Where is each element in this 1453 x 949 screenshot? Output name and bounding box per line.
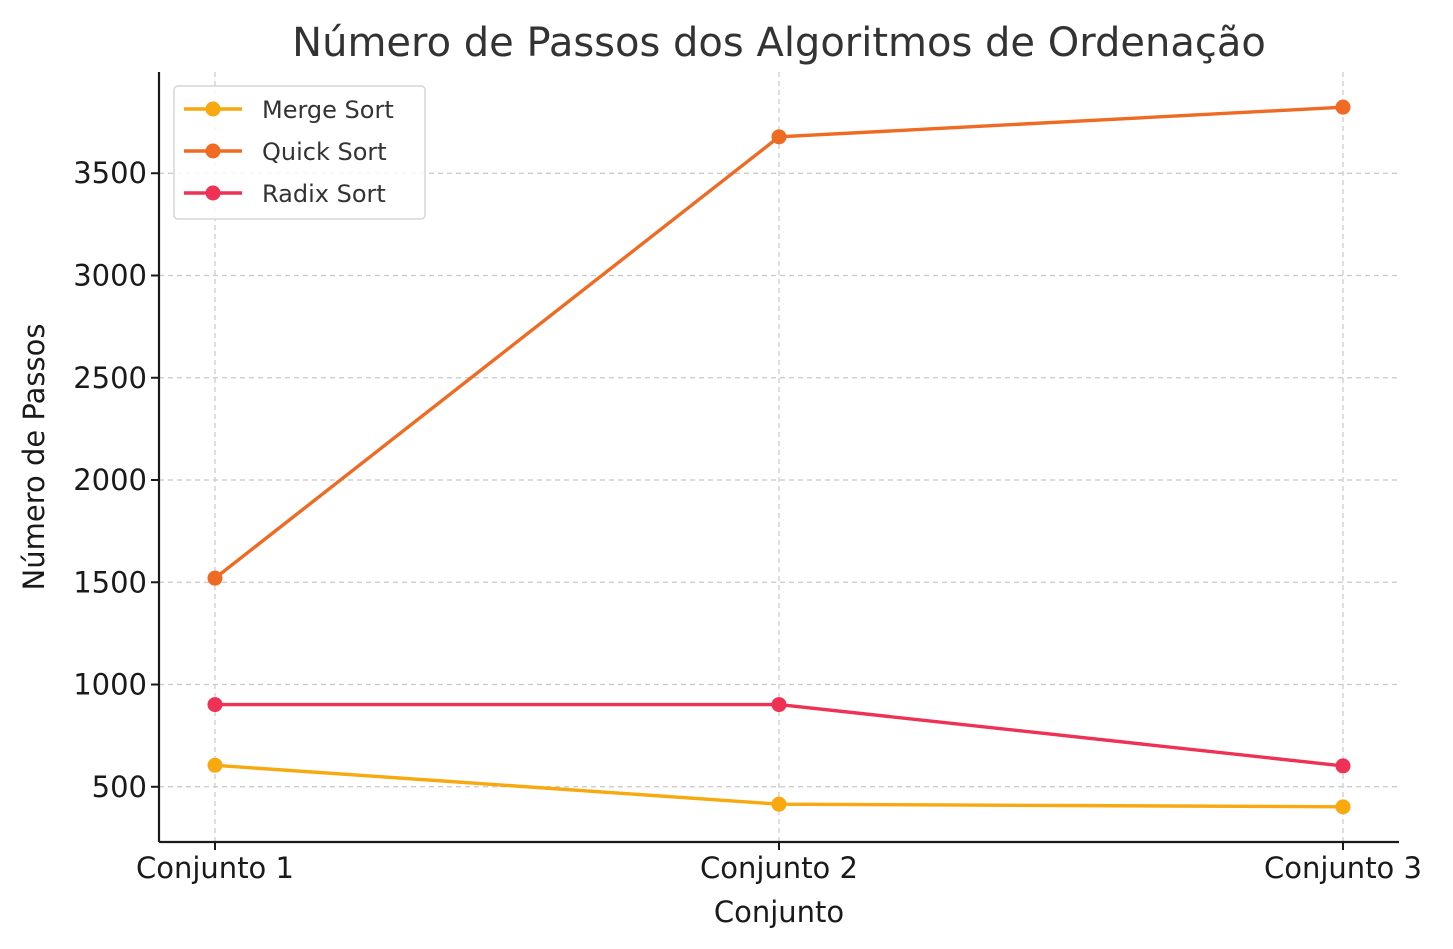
x-tick-label: Conjunto 3: [1264, 851, 1422, 885]
y-tick-label: 1500: [73, 565, 147, 599]
chart-title: Número de Passos dos Algoritmos de Orden…: [292, 20, 1266, 66]
quick-sort-point: [1335, 99, 1351, 115]
x-tick-label: Conjunto 2: [700, 851, 858, 885]
series-layer: [207, 99, 1351, 815]
y-tick-label: 3000: [73, 258, 147, 292]
merge-sort-point: [207, 757, 223, 773]
legend-label: Merge Sort: [262, 96, 394, 124]
legend-box: [173, 85, 426, 220]
y-tick-label: 500: [92, 770, 147, 804]
legend-marker-radix-sort: [205, 185, 221, 201]
y-tick-label: 2000: [73, 463, 147, 497]
legend-marker-quick-sort: [205, 143, 221, 159]
legend-label: Radix Sort: [262, 180, 386, 208]
legend-label: Quick Sort: [262, 138, 387, 166]
radix-sort-point: [207, 697, 223, 713]
y-axis-label: Número de Passos: [17, 324, 51, 591]
legend-marker-merge-sort: [205, 101, 221, 117]
merge-sort-point: [1335, 799, 1351, 815]
radix-sort-point: [771, 697, 787, 713]
quick-sort-point: [771, 129, 787, 145]
y-tick-label: 1000: [73, 668, 147, 702]
legend: Merge Sort Quick Sort Radix Sort: [173, 85, 426, 220]
x-tick-label: Conjunto 1: [136, 851, 294, 885]
axes: 500 1000 1500 2000 2500 3000 3500 Conjunto 1 Con…: [73, 72, 1422, 885]
y-tick-label: 3500: [73, 156, 147, 190]
merge-sort-point: [771, 796, 787, 812]
x-axis-label: Conjunto: [714, 895, 844, 929]
quick-sort-point: [207, 570, 223, 586]
y-tick-label: 2500: [73, 361, 147, 395]
radix-sort-point: [1335, 758, 1351, 774]
